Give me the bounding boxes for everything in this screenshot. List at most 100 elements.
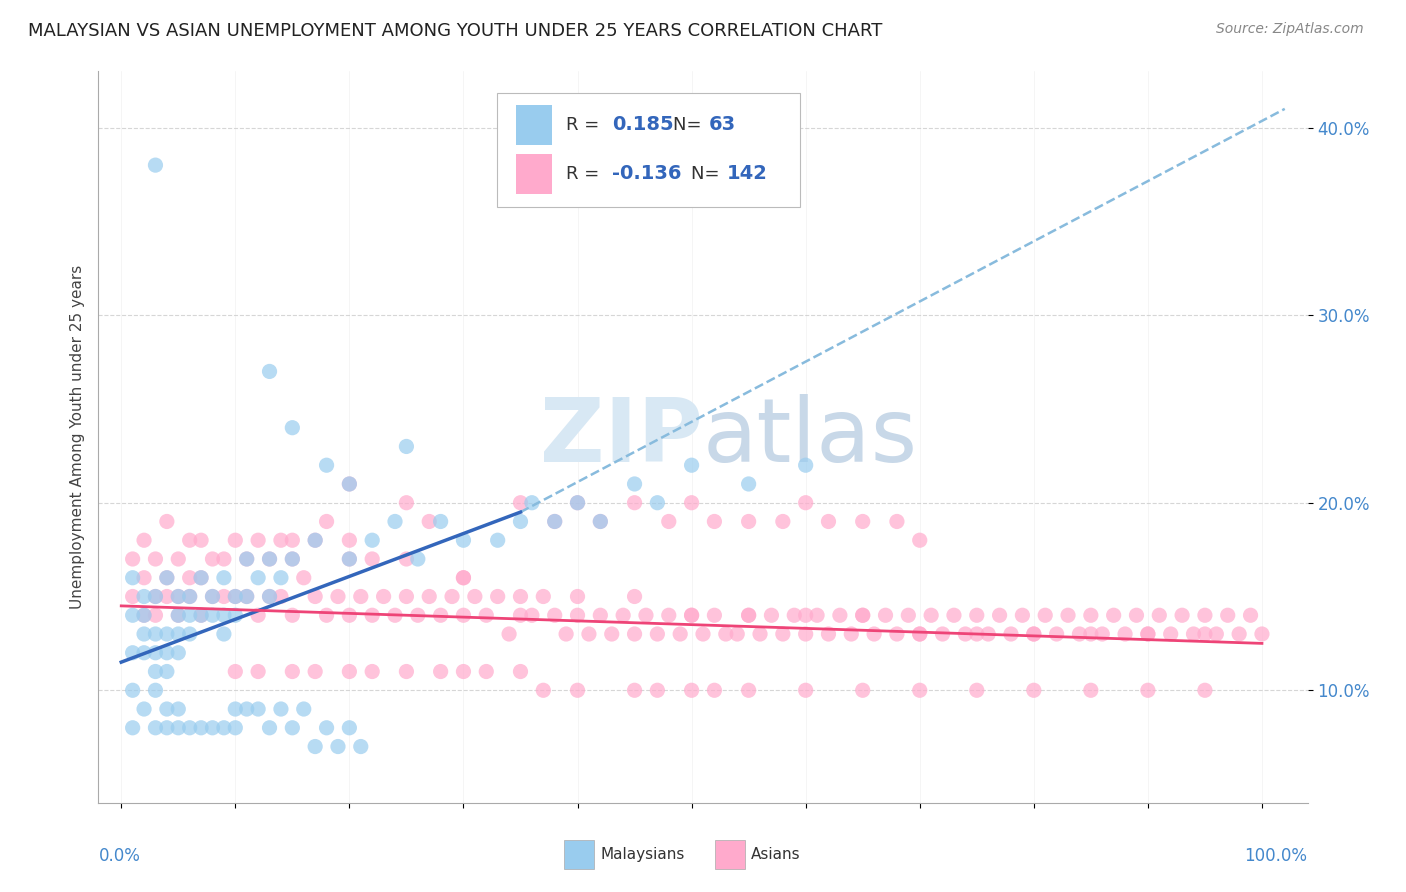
Point	[156, 627, 179, 641]
Point	[145, 590, 167, 604]
Point	[132, 608, 155, 623]
Point	[337, 721, 360, 735]
Text: N=: N=	[690, 165, 725, 183]
Point	[429, 608, 451, 623]
Point	[486, 533, 509, 548]
Point	[509, 496, 531, 510]
Point	[681, 608, 703, 623]
Point	[1080, 627, 1102, 641]
Point	[509, 590, 531, 604]
Point	[1125, 608, 1147, 623]
Point	[179, 590, 201, 604]
Text: 100.0%: 100.0%	[1244, 847, 1308, 864]
Y-axis label: Unemployment Among Youth under 25 years: Unemployment Among Youth under 25 years	[69, 265, 84, 609]
Point	[259, 590, 281, 604]
Point	[281, 665, 304, 679]
Point	[852, 608, 875, 623]
Point	[259, 721, 281, 735]
Point	[737, 608, 759, 623]
Point	[212, 552, 235, 566]
Point	[1011, 608, 1033, 623]
Point	[190, 721, 212, 735]
Point	[453, 665, 475, 679]
Point	[1251, 627, 1274, 641]
Point	[179, 533, 201, 548]
Point	[247, 702, 270, 716]
Point	[920, 608, 942, 623]
Point	[235, 590, 257, 604]
Text: R =: R =	[567, 116, 606, 134]
Point	[589, 515, 612, 529]
Point	[224, 721, 246, 735]
Point	[418, 515, 440, 529]
Point	[783, 608, 806, 623]
Point	[839, 627, 862, 641]
Point	[259, 364, 281, 378]
Point	[190, 533, 212, 548]
Point	[794, 683, 817, 698]
Point	[966, 608, 988, 623]
Point	[384, 608, 406, 623]
Point	[1171, 608, 1194, 623]
Point	[156, 571, 179, 585]
Point	[955, 627, 977, 641]
Point	[337, 665, 360, 679]
Point	[270, 533, 292, 548]
Point	[270, 702, 292, 716]
Point	[852, 683, 875, 698]
Point	[1022, 627, 1045, 641]
Point	[167, 702, 190, 716]
Point	[589, 515, 612, 529]
Point	[121, 608, 143, 623]
Point	[145, 158, 167, 172]
Point	[692, 627, 714, 641]
Text: Source: ZipAtlas.com: Source: ZipAtlas.com	[1216, 22, 1364, 37]
Point	[737, 608, 759, 623]
Point	[373, 590, 395, 604]
Text: N=: N=	[673, 116, 707, 134]
Point	[350, 590, 373, 604]
Point	[361, 533, 384, 548]
Point	[337, 533, 360, 548]
Point	[1149, 608, 1171, 623]
Point	[304, 533, 326, 548]
Point	[315, 515, 337, 529]
Point	[520, 496, 543, 510]
Point	[475, 608, 498, 623]
Point	[966, 683, 988, 698]
Point	[132, 533, 155, 548]
Point	[1080, 608, 1102, 623]
Point	[623, 477, 645, 491]
Point	[281, 420, 304, 434]
Point	[235, 552, 257, 566]
Point	[1033, 608, 1056, 623]
Point	[212, 721, 235, 735]
Point	[406, 552, 429, 566]
Point	[453, 533, 475, 548]
Point	[145, 552, 167, 566]
Point	[669, 627, 692, 641]
Point	[395, 590, 418, 604]
Point	[852, 515, 875, 529]
Point	[703, 608, 725, 623]
Point	[292, 571, 315, 585]
Point	[418, 590, 440, 604]
Point	[714, 627, 737, 641]
Point	[761, 608, 783, 623]
Point	[1046, 627, 1069, 641]
Point	[281, 721, 304, 735]
Text: 142: 142	[727, 164, 768, 183]
Point	[464, 590, 486, 604]
Point	[156, 702, 179, 716]
Point	[623, 683, 645, 698]
Point	[429, 515, 451, 529]
Point	[156, 515, 179, 529]
Point	[201, 590, 224, 604]
FancyBboxPatch shape	[516, 104, 551, 145]
Point	[292, 702, 315, 716]
Text: 0.185: 0.185	[613, 115, 673, 135]
Point	[326, 590, 349, 604]
Point	[145, 627, 167, 641]
Point	[259, 552, 281, 566]
Point	[897, 608, 920, 623]
